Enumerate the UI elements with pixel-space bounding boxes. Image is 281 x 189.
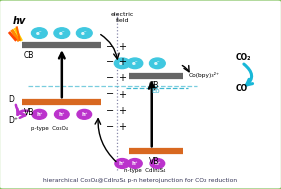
Text: VB: VB bbox=[149, 157, 159, 166]
Text: hierarchical Co₃O₄@CdIn₂S₄ p-n heterojunction for CO₂ reduction: hierarchical Co₃O₄@CdIn₂S₄ p-n heterojun… bbox=[44, 178, 237, 183]
Text: e⁻: e⁻ bbox=[36, 31, 43, 36]
Text: Eᴏ: Eᴏ bbox=[152, 88, 160, 94]
Text: e⁻: e⁻ bbox=[119, 61, 126, 66]
Text: +: + bbox=[118, 106, 126, 115]
Text: h⁺: h⁺ bbox=[81, 112, 88, 117]
Circle shape bbox=[54, 28, 70, 38]
Circle shape bbox=[32, 109, 47, 119]
Circle shape bbox=[115, 159, 130, 168]
Text: −: − bbox=[106, 90, 114, 99]
Text: e⁻: e⁻ bbox=[154, 61, 161, 66]
Circle shape bbox=[114, 58, 130, 69]
Text: n-type  CdIn₂S₄: n-type CdIn₂S₄ bbox=[124, 168, 165, 173]
Circle shape bbox=[149, 58, 165, 69]
Text: D⁺: D⁺ bbox=[8, 116, 18, 125]
Circle shape bbox=[127, 58, 143, 69]
Text: +: + bbox=[118, 74, 126, 83]
Text: h⁺: h⁺ bbox=[58, 112, 65, 117]
Circle shape bbox=[77, 109, 92, 119]
Text: h⁺: h⁺ bbox=[154, 161, 161, 166]
Text: +: + bbox=[118, 57, 126, 67]
Text: −: − bbox=[106, 42, 114, 52]
Text: −: − bbox=[106, 106, 114, 115]
Text: h⁺: h⁺ bbox=[119, 161, 126, 166]
Text: h⁺: h⁺ bbox=[36, 112, 43, 117]
Text: h⁺: h⁺ bbox=[132, 161, 138, 166]
Text: +: + bbox=[118, 42, 126, 52]
Text: −: − bbox=[106, 57, 114, 67]
Text: CB: CB bbox=[24, 51, 34, 60]
Text: e⁻: e⁻ bbox=[81, 31, 88, 36]
Text: e⁻: e⁻ bbox=[58, 31, 65, 36]
Text: p-type  Co₃O₄: p-type Co₃O₄ bbox=[31, 126, 68, 131]
Circle shape bbox=[76, 28, 92, 38]
Circle shape bbox=[31, 28, 47, 38]
Circle shape bbox=[150, 159, 165, 168]
Text: +: + bbox=[118, 90, 126, 99]
Text: Co(bpy)₃²⁺: Co(bpy)₃²⁺ bbox=[188, 72, 219, 77]
Text: −: − bbox=[106, 74, 114, 83]
Text: D: D bbox=[8, 95, 14, 104]
Text: −: − bbox=[106, 122, 114, 132]
Text: +: + bbox=[118, 122, 126, 132]
Circle shape bbox=[55, 109, 69, 119]
Text: CO₂: CO₂ bbox=[236, 53, 251, 63]
Text: hv: hv bbox=[13, 16, 26, 26]
Text: electric
field: electric field bbox=[110, 12, 134, 23]
Circle shape bbox=[128, 159, 142, 168]
Text: e⁻: e⁻ bbox=[132, 61, 138, 66]
Text: CB: CB bbox=[149, 81, 159, 90]
Text: CO: CO bbox=[236, 84, 248, 93]
Text: VB: VB bbox=[24, 108, 34, 117]
